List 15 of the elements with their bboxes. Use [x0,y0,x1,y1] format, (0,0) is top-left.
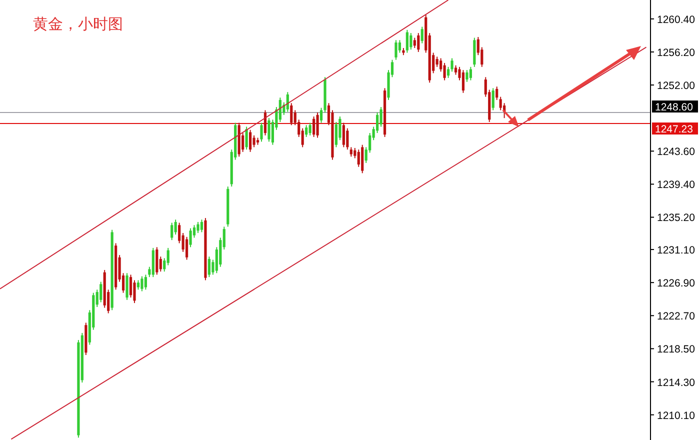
y-tick-label: 1260.40 [657,14,696,26]
y-tick-label: 1231.10 [657,244,696,257]
text: 黄金，小时图 [33,16,123,33]
y-tick-label: 1226.90 [657,278,696,290]
y-tick-label: 1222.70 [657,310,696,323]
ref-line-label: 1248.60 [655,102,694,114]
y-tick-label: 1239.40 [657,179,696,192]
y-tick-label: 1243.60 [657,146,696,158]
y-tick-label: 1210.10 [657,410,696,422]
y-tick-label: 1218.50 [657,344,696,356]
ref-line-label: 1247.23 [655,124,694,136]
y-tick-label: 1235.20 [657,212,696,224]
y-tick-label: 1256.20 [657,46,696,59]
y-tick-label: 1214.30 [657,376,696,389]
y-tick-label: 1252.00 [657,80,696,92]
